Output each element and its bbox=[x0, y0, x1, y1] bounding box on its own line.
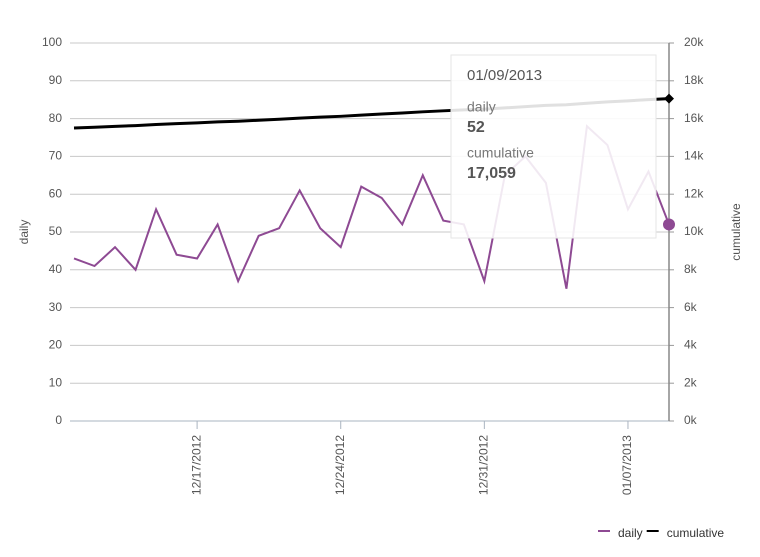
tooltip-box bbox=[450, 54, 657, 239]
tooltip-value: 17,059 bbox=[467, 165, 516, 182]
legend-label: cumulative bbox=[667, 526, 725, 540]
y-tick-label: 50 bbox=[49, 224, 63, 238]
y2-tick-label: 0k bbox=[684, 413, 698, 427]
hover-marker bbox=[664, 93, 674, 104]
y-tick-label: 0 bbox=[55, 413, 62, 427]
y-tick-label: 30 bbox=[49, 300, 63, 314]
x-tick-label: 12/24/2012 bbox=[333, 435, 347, 495]
y2-axis-title: cumulative bbox=[729, 203, 743, 261]
tooltip-label: daily bbox=[467, 99, 496, 115]
x-tick-label: 12/31/2012 bbox=[477, 435, 491, 495]
x-tick-label: 01/07/2013 bbox=[620, 435, 634, 495]
y2-tick-label: 10k bbox=[684, 224, 704, 238]
y-tick-label: 70 bbox=[49, 149, 63, 163]
y2-tick-label: 2k bbox=[684, 375, 698, 389]
y2-tick-label: 16k bbox=[684, 111, 704, 125]
y2-tick-label: 6k bbox=[684, 300, 698, 314]
series-line bbox=[73, 124, 670, 289]
tooltip-label: cumulative bbox=[467, 145, 534, 161]
y-tick-label: 10 bbox=[49, 375, 63, 389]
y-tick-label: 100 bbox=[42, 35, 62, 49]
x-tick-label: 12/17/2012 bbox=[189, 435, 203, 495]
y-tick-label: 60 bbox=[49, 186, 63, 200]
y-axis-title: daily bbox=[17, 220, 31, 245]
y2-tick-label: 4k bbox=[684, 338, 698, 352]
y-tick-label: 40 bbox=[49, 262, 63, 276]
y2-tick-label: 8k bbox=[684, 262, 698, 276]
y2-tick-label: 12k bbox=[684, 186, 704, 200]
legend-label: daily bbox=[618, 526, 643, 540]
y2-tick-label: 18k bbox=[684, 73, 704, 87]
y-tick-label: 20 bbox=[49, 338, 63, 352]
hover-marker bbox=[663, 218, 675, 231]
y-tick-label: 90 bbox=[49, 73, 63, 87]
tooltip-value: 52 bbox=[467, 119, 485, 136]
y2-tick-label: 20k bbox=[684, 35, 704, 49]
y-tick-label: 80 bbox=[49, 111, 63, 125]
tooltip-title: 01/09/2013 bbox=[467, 67, 542, 84]
y2-tick-label: 14k bbox=[684, 149, 704, 163]
tooltip: 01/09/2013 daily 52 cumulative 17,059 bbox=[450, 54, 657, 239]
